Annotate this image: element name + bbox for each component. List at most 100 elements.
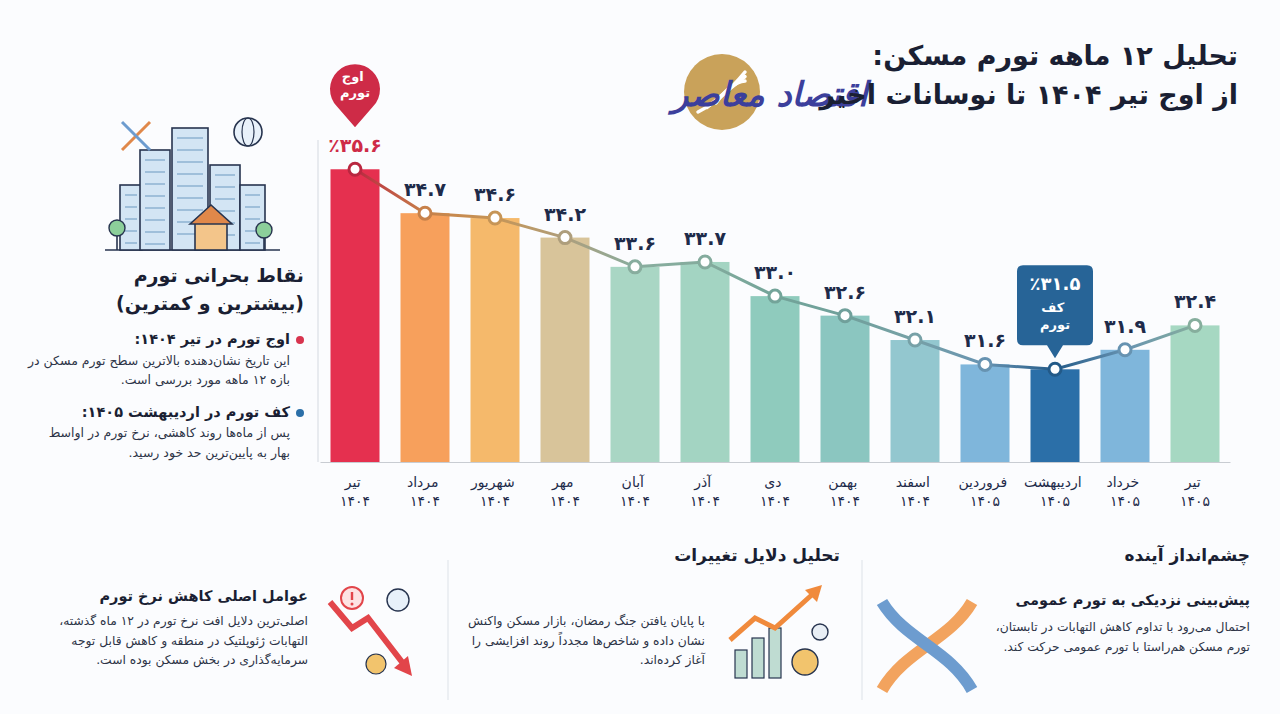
x-tick: آبان ۱۴۰۴	[620, 462, 650, 509]
x-tick: اردیبهشت ۱۴۰۵	[1024, 462, 1086, 509]
x-tick-line: ۱۴۰۴	[760, 493, 790, 509]
side-item: اوج تورم در تیر ۱۴۰۴:این تاریخ نشان‌دهند…	[26, 329, 304, 390]
subtitle: از اوج تیر ۱۴۰۴ تا نوسانات اخیر	[768, 75, 1238, 114]
icon-rise-arrow	[730, 592, 815, 640]
bar	[821, 316, 870, 462]
house	[195, 222, 227, 250]
side-item: کف تورم در اردیبهشت ۱۴۰۵:پس از ماه‌ها رو…	[26, 402, 304, 463]
icon-rise-head	[805, 585, 822, 602]
marker	[629, 261, 641, 273]
globe	[234, 118, 262, 146]
x-tick-line: فروردین	[958, 474, 1011, 491]
x-tick-line: مهر	[551, 474, 578, 491]
data-label: ۳۳.۶	[614, 232, 656, 254]
x-tick: آذر ۱۴۰۴	[690, 462, 720, 509]
data-label: ۳۲.۱	[894, 305, 936, 327]
x-tick-label: شهریور ۱۴۰۴	[470, 474, 519, 509]
bar	[961, 364, 1010, 462]
road-orange	[882, 602, 972, 690]
x-tick: مرداد ۱۴۰۴	[407, 462, 443, 509]
x-tick-line: اردیبهشت	[1024, 474, 1086, 491]
window-row	[145, 231, 165, 232]
x-tick: تیر ۱۴۰۴	[340, 462, 370, 509]
panel-subtitle: پیش‌بینی نزدیکی به تورم عمومی	[988, 590, 1250, 610]
window-row	[125, 242, 137, 243]
marker	[489, 212, 501, 224]
window-row	[145, 159, 165, 160]
x-tick-line: تیر	[1184, 474, 1205, 491]
icon-warning-dot	[351, 603, 354, 606]
marker	[559, 232, 571, 244]
x-tick-line: ۱۴۰۴	[690, 493, 720, 509]
window-row	[215, 186, 235, 187]
data-label: ۳۳.۰	[754, 261, 796, 283]
window-row	[215, 174, 235, 175]
plot	[331, 163, 1220, 462]
data-label: ۳۴.۷	[404, 178, 446, 200]
title: تحلیل ۱۲ ماهه تورم مسکن:	[768, 36, 1238, 75]
marker	[769, 290, 781, 302]
window-row	[177, 197, 203, 198]
x-tick-label: تیر ۱۴۰۵	[1180, 474, 1210, 509]
icon-gear	[812, 624, 828, 640]
title-block: تحلیل ۱۲ ماهه تورم مسکن:از اوج تیر ۱۴۰۴ …	[768, 36, 1238, 114]
window-row	[245, 242, 260, 243]
x-tick-label: مهر ۱۴۰۴	[550, 474, 580, 509]
side-item-title: اوج تورم در تیر ۱۴۰۴:	[26, 329, 290, 351]
icon-coin	[792, 649, 818, 675]
x-tick-line: بهمن	[828, 474, 862, 491]
data-label: ۳۲.۴	[1174, 290, 1216, 312]
icon-globe	[387, 589, 409, 611]
data-label: ۳۴.۶	[474, 183, 516, 205]
window-row	[125, 218, 137, 219]
annotation-pin	[330, 64, 380, 127]
x-tick-line: ۱۴۰۴	[480, 493, 510, 509]
x-tick: بهمن ۱۴۰۴	[828, 462, 862, 509]
panel-text: اصلی‌ترین دلایل افت نرخ تورم در ۱۲ ماه گ…	[28, 612, 308, 671]
panel-subtitle: عوامل اصلی کاهش نرخ تورم	[28, 586, 308, 606]
bar	[331, 169, 380, 462]
building	[240, 185, 265, 250]
buildings-icon	[105, 118, 280, 250]
marker	[349, 163, 361, 175]
annotation: ٪۳۱.۵ کف تورم	[1017, 265, 1093, 358]
icon-bar	[769, 628, 781, 678]
y-axis-line	[318, 140, 319, 462]
bar	[401, 213, 450, 462]
annotation-line: کف	[1041, 300, 1069, 315]
side-title: نقاط بحرانی تورم	[26, 262, 304, 290]
bar	[681, 262, 730, 462]
bar	[1171, 325, 1220, 462]
panel-title: تحلیل دلایل تغییرات	[460, 545, 840, 565]
icon-bar	[752, 638, 764, 678]
side-item-text: این تاریخ نشان‌دهنده بالاترین سطح تورم م…	[26, 351, 290, 390]
window-row	[177, 173, 203, 174]
x-tick: شهریور ۱۴۰۴	[470, 462, 519, 509]
x-tick-label: اسفند ۱۴۰۴	[896, 474, 935, 509]
marker	[1189, 319, 1201, 331]
x-tick-line: ۱۴۰۵	[1040, 493, 1070, 509]
data-label: ٪۳۱.۵	[1030, 273, 1081, 294]
window-row	[177, 185, 203, 186]
tree	[109, 220, 125, 236]
icon-fall-head	[394, 656, 412, 676]
x-tick-line: ۱۴۰۴	[830, 493, 860, 509]
house-roof	[190, 205, 232, 224]
window-row	[125, 230, 137, 231]
window-row	[145, 219, 165, 220]
road-blue	[882, 602, 972, 690]
data-label: ۳۱.۶	[964, 329, 1006, 351]
bullet	[296, 409, 304, 417]
bar	[1101, 350, 1150, 462]
x-tick-line: ۱۴۰۵	[1180, 493, 1210, 509]
x-axis-line	[321, 462, 1231, 463]
data-label: ۳۳.۷	[684, 227, 726, 249]
x-tick-line: ۱۴۰۴	[340, 493, 370, 509]
x-tick-label: دی ۱۴۰۴	[760, 474, 790, 509]
window-row	[145, 195, 165, 196]
x-tick-line: اسفند	[896, 474, 935, 490]
side-item-title: کف تورم در اردیبهشت ۱۴۰۵:	[26, 402, 290, 424]
annotation-text: کف تورم	[1040, 300, 1070, 333]
x-tick: خرداد ۱۴۰۵	[1106, 462, 1143, 509]
annotation-line: تورم	[340, 85, 370, 101]
